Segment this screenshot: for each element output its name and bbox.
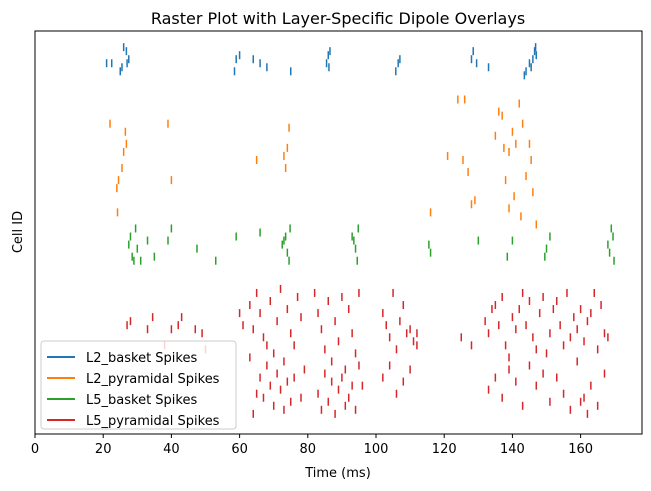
x-tick-label: 80	[300, 442, 317, 457]
legend-label: L5_basket Spikes	[86, 393, 197, 408]
x-axis: 0 20 40 60 80 100 120 140 160	[31, 434, 593, 457]
x-axis-label: Time (ms)	[304, 466, 371, 481]
legend-frame	[40, 340, 237, 430]
x-tick-label: 120	[432, 442, 457, 457]
x-tick-label: 100	[364, 442, 389, 457]
legend-label: L2_basket Spikes	[86, 351, 197, 366]
x-tick-label: 160	[568, 442, 593, 457]
x-tick-label: 0	[31, 442, 39, 457]
x-tick-label: 40	[163, 442, 180, 457]
x-tick-label: 140	[500, 442, 525, 457]
chart-title: Raster Plot with Layer-Specific Dipole O…	[151, 9, 525, 28]
plot-frame	[34, 30, 643, 435]
x-tick-label: 60	[231, 442, 248, 457]
legend: L2_basket Spikes L2_pyramidal Spikes L5_ba…	[40, 340, 237, 430]
legend-label: L5_pyramidal Spikes	[86, 414, 220, 429]
x-tick-label: 20	[95, 442, 112, 457]
spike-layer	[105, 43, 615, 418]
y-axis-label: Cell ID	[11, 211, 26, 253]
legend-label: L2_pyramidal Spikes	[86, 372, 220, 387]
